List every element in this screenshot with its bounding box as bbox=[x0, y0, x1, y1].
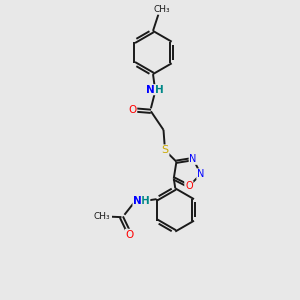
Text: N: N bbox=[189, 154, 197, 164]
Text: CH₃: CH₃ bbox=[94, 212, 111, 221]
Text: O: O bbox=[185, 181, 193, 191]
Text: CH₃: CH₃ bbox=[153, 5, 170, 14]
Text: N: N bbox=[133, 196, 142, 206]
Text: N: N bbox=[146, 85, 155, 95]
Text: H: H bbox=[141, 196, 150, 206]
Text: O: O bbox=[126, 230, 134, 239]
Text: N: N bbox=[197, 169, 205, 179]
Text: S: S bbox=[161, 145, 169, 155]
Text: H: H bbox=[155, 85, 164, 95]
Text: O: O bbox=[128, 105, 136, 115]
